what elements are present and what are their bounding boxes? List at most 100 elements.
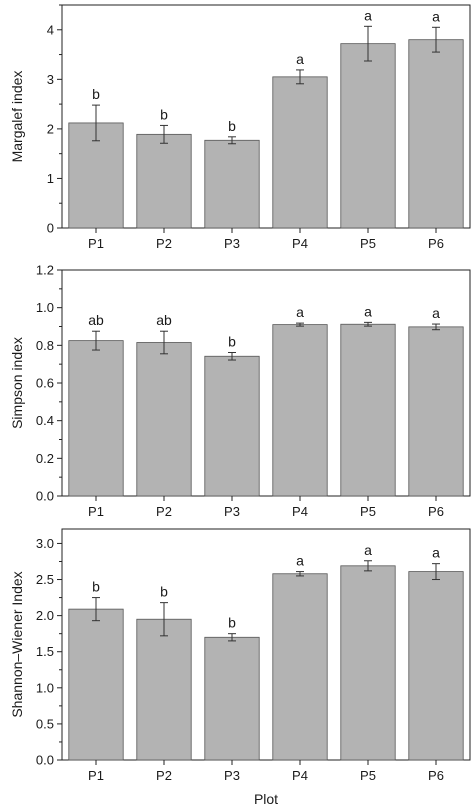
bar-p4 (272, 324, 328, 497)
x-tick-label: P6 (428, 236, 444, 251)
error-bar-p2 (160, 330, 168, 355)
y-tick-label: 0.0 (36, 753, 54, 768)
y-tick-label: 0 (47, 221, 54, 236)
x-tick-label: P5 (360, 768, 376, 783)
significance-label: b (228, 118, 236, 134)
bar-p1 (68, 608, 124, 761)
bar-p6 (408, 326, 464, 497)
x-tick-label: P4 (292, 504, 308, 519)
bar-p5 (340, 323, 396, 497)
error-bar-p6 (432, 323, 440, 331)
x-tick-label: P3 (224, 768, 240, 783)
y-tick-label: 3.0 (36, 536, 54, 551)
error-bar-p6 (432, 26, 440, 53)
y-tick-label: 0.5 (36, 716, 54, 731)
significance-label: a (296, 304, 304, 320)
significance-label: b (228, 333, 236, 349)
significance-label: b (92, 86, 100, 102)
error-bar-p5 (364, 25, 372, 62)
y-tick-label: 1.2 (36, 263, 54, 278)
bar-p5 (340, 43, 396, 229)
error-bar-p5 (364, 321, 372, 327)
bar-p5 (340, 565, 396, 761)
y-tick-label: 0.0 (36, 489, 54, 504)
x-tick-label: P5 (360, 504, 376, 519)
error-bar-p1 (92, 597, 100, 622)
y-tick-label: 2 (47, 121, 54, 136)
significance-label: a (296, 553, 304, 569)
significance-label: b (160, 106, 168, 122)
error-bar-p3 (228, 136, 236, 145)
x-axis-title: Plot (254, 791, 278, 807)
y-tick-label: 1.5 (36, 644, 54, 659)
plot-frame (61, 4, 471, 229)
significance-label: a (364, 303, 372, 319)
bar-p2 (136, 618, 192, 761)
error-bar-p1 (92, 104, 100, 142)
x-tick-label: P3 (224, 236, 240, 251)
error-bar-p5 (364, 560, 372, 572)
y-tick-label: 1 (47, 171, 54, 186)
significance-label: b (228, 615, 236, 631)
significance-label: ab (156, 312, 172, 328)
panel-3: 0.0 0.5 1.0 1.5 2.0 2.5 3.0 b P1 b P2 b P3 a P4 a P5 a P6 S… (9, 528, 471, 807)
y-tick-label: 1.0 (36, 680, 54, 695)
error-bar-p2 (160, 602, 168, 637)
bar-p2 (136, 342, 192, 497)
y-tick-label: 0.4 (36, 413, 54, 428)
panel-1: 0 1 2 3 4 b P1 b P2 b P3 a P4 a P5 a P6 Margalef index (9, 4, 471, 251)
y-tick-label: 0.8 (36, 338, 54, 353)
x-tick-label: P6 (428, 504, 444, 519)
significance-label: a (364, 542, 372, 558)
plot-frame (61, 528, 471, 761)
error-bar-p2 (160, 124, 168, 144)
x-tick-label: P3 (224, 504, 240, 519)
significance-label: a (432, 8, 440, 24)
error-bar-p4 (296, 69, 304, 85)
bar-p4 (272, 573, 328, 761)
y-axis-title: Shannon–Wiener Index (9, 571, 25, 717)
bar-p4 (272, 76, 328, 229)
error-bar-p3 (228, 633, 236, 642)
error-bar-p1 (92, 330, 100, 351)
x-tick-label: P4 (292, 236, 308, 251)
significance-label: b (160, 584, 168, 600)
error-bar-p4 (296, 571, 304, 577)
x-tick-label: P2 (156, 768, 172, 783)
y-axis-title: Simpson index (9, 337, 25, 429)
significance-label: a (364, 7, 372, 23)
y-tick-label: 4 (47, 22, 54, 37)
significance-label: a (296, 51, 304, 67)
significance-label: a (432, 305, 440, 321)
x-tick-label: P4 (292, 768, 308, 783)
x-tick-label: P1 (88, 768, 104, 783)
bar-p3 (204, 139, 260, 229)
significance-label: ab (88, 312, 104, 328)
x-tick-label: P6 (428, 768, 444, 783)
y-tick-label: 2.0 (36, 608, 54, 623)
bar-p3 (204, 355, 260, 497)
error-bar-p3 (228, 351, 236, 361)
significance-label: b (92, 579, 100, 595)
bar-p1 (68, 340, 124, 497)
y-tick-label: 3 (47, 72, 54, 87)
y-tick-label: 0.6 (36, 376, 54, 391)
y-tick-label: 2.5 (36, 572, 54, 587)
bar-p2 (136, 133, 192, 229)
x-tick-label: P2 (156, 504, 172, 519)
bar-p3 (204, 636, 260, 761)
y-tick-label: 0.2 (36, 451, 54, 466)
error-bar-p6 (432, 563, 440, 581)
x-tick-label: P2 (156, 236, 172, 251)
panel-2: 0.0 0.2 0.4 0.6 0.8 1.0 1.2 ab P1 ab P2 b P3 a P4 a P5 a P… (9, 263, 471, 519)
significance-label: a (432, 545, 440, 561)
bar-p6 (408, 571, 464, 761)
x-tick-label: P5 (360, 236, 376, 251)
x-tick-label: P1 (88, 504, 104, 519)
y-axis-title: Margalef index (9, 71, 25, 163)
x-tick-label: P1 (88, 236, 104, 251)
y-tick-label: 1.0 (36, 300, 54, 315)
error-bar-p4 (296, 322, 304, 327)
bar-p6 (408, 39, 464, 229)
